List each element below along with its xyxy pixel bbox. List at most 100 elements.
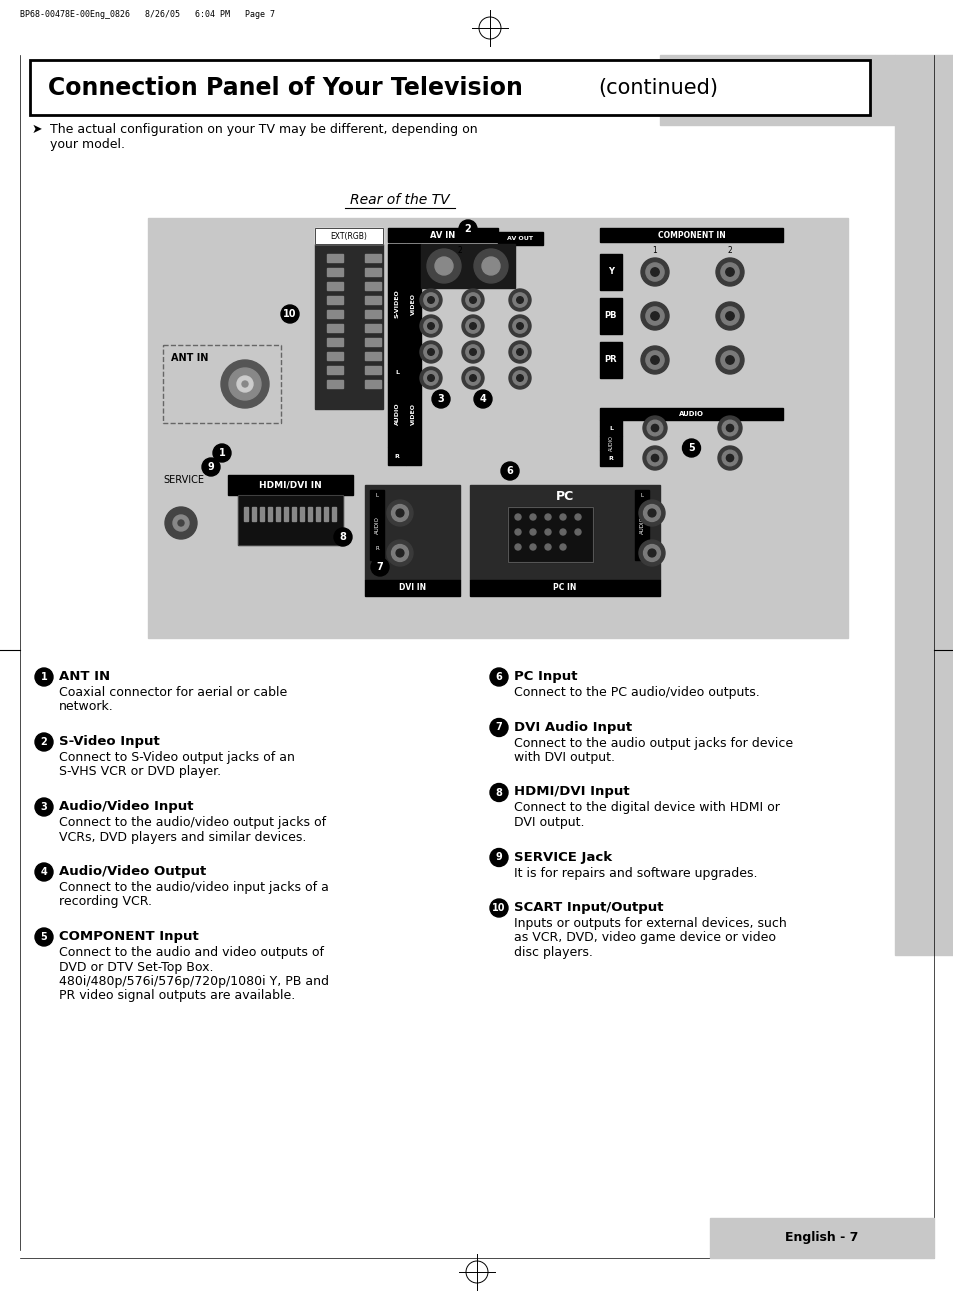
Bar (327, 324, 343, 332)
Circle shape (513, 319, 527, 333)
Text: PR: PR (604, 355, 617, 364)
Circle shape (530, 530, 536, 535)
Text: disc players.: disc players. (514, 946, 592, 959)
Bar (244, 507, 248, 520)
Bar (388, 382, 406, 448)
Bar (284, 507, 288, 520)
Circle shape (517, 323, 523, 329)
Text: with DVI output.: with DVI output. (514, 751, 615, 764)
Text: Connect to the audio/video input jacks of a: Connect to the audio/video input jacks o… (59, 881, 329, 894)
Text: recording VCR.: recording VCR. (59, 895, 152, 908)
Bar (599, 254, 621, 290)
Circle shape (515, 514, 520, 520)
Circle shape (640, 258, 668, 286)
Circle shape (334, 528, 352, 546)
Bar (292, 507, 295, 520)
Circle shape (465, 319, 479, 333)
Circle shape (35, 732, 53, 751)
Text: S-Video Input: S-Video Input (59, 735, 159, 748)
Text: Connect to S-Video output jacks of an: Connect to S-Video output jacks of an (59, 751, 294, 764)
Circle shape (465, 345, 479, 359)
Bar (314, 228, 382, 245)
Text: 4: 4 (479, 394, 486, 405)
Bar (365, 310, 380, 317)
Circle shape (481, 258, 499, 275)
Circle shape (432, 390, 450, 409)
Text: AUDIO: AUDIO (639, 516, 644, 533)
Text: 480i/480p/576i/576p/720p/1080i Y, PB and: 480i/480p/576i/576p/720p/1080i Y, PB and (59, 974, 329, 987)
Bar (659, 55, 894, 125)
Circle shape (575, 530, 580, 535)
Text: as VCR, DVD, video game device or video: as VCR, DVD, video game device or video (514, 932, 775, 945)
Bar (507, 507, 593, 562)
Text: COMPONENT IN: COMPONENT IN (657, 230, 724, 239)
Text: 7: 7 (496, 722, 502, 732)
Bar (315, 507, 319, 520)
Circle shape (559, 514, 565, 520)
Circle shape (35, 798, 53, 816)
Bar (260, 507, 264, 520)
Bar (327, 338, 343, 346)
Text: It is for repairs and software upgrades.: It is for repairs and software upgrades. (514, 866, 757, 879)
Bar (327, 366, 343, 373)
Text: AUDIO: AUDIO (679, 411, 703, 418)
Bar (365, 297, 380, 304)
Bar (709, 1218, 933, 1258)
Text: Connect to the audio and video outputs of: Connect to the audio and video outputs o… (59, 946, 324, 959)
Circle shape (427, 375, 434, 381)
Circle shape (391, 505, 408, 522)
Circle shape (515, 530, 520, 535)
Text: HDMI/DVI IN: HDMI/DVI IN (258, 480, 321, 489)
Circle shape (725, 424, 733, 432)
Circle shape (469, 297, 476, 303)
Text: Connect to the audio output jacks for device: Connect to the audio output jacks for de… (514, 736, 792, 749)
Text: Connect to the digital device with HDMI or: Connect to the digital device with HDMI … (514, 801, 779, 814)
Circle shape (646, 450, 662, 466)
Circle shape (517, 349, 523, 355)
Bar (365, 268, 380, 276)
Text: 10: 10 (283, 310, 296, 319)
Text: 2: 2 (464, 224, 471, 234)
Circle shape (721, 420, 737, 436)
Text: Audio/Video Input: Audio/Video Input (59, 800, 193, 813)
Circle shape (242, 381, 248, 386)
Bar (314, 228, 382, 245)
Circle shape (509, 289, 531, 311)
Text: Connect to the audio/video output jacks of: Connect to the audio/video output jacks … (59, 816, 326, 829)
Bar (599, 298, 621, 334)
Text: S-VHS VCR or DVD player.: S-VHS VCR or DVD player. (59, 765, 221, 778)
Bar (406, 364, 420, 464)
Bar (237, 494, 343, 545)
Circle shape (544, 514, 551, 520)
Text: 2: 2 (727, 246, 732, 255)
Text: AUDIO: AUDIO (608, 435, 613, 451)
Text: 9: 9 (496, 852, 502, 863)
Circle shape (465, 293, 479, 307)
Text: 6: 6 (496, 673, 502, 682)
Bar (268, 507, 272, 520)
Bar (365, 282, 380, 290)
Bar (365, 580, 459, 596)
Text: R: R (395, 454, 399, 458)
Circle shape (645, 307, 663, 325)
Text: SERVICE: SERVICE (163, 475, 204, 485)
Text: VIDEO: VIDEO (410, 403, 416, 425)
Circle shape (490, 783, 507, 801)
Circle shape (650, 355, 659, 364)
Bar (365, 485, 459, 580)
Text: 2: 2 (41, 736, 48, 747)
Bar (327, 353, 343, 360)
Circle shape (725, 355, 734, 364)
Text: L: L (639, 493, 643, 498)
Circle shape (395, 549, 403, 557)
Circle shape (513, 293, 527, 307)
Bar (599, 228, 782, 242)
Circle shape (391, 545, 408, 562)
Bar (327, 254, 343, 262)
Bar (507, 507, 593, 562)
Circle shape (509, 315, 531, 337)
Bar (388, 245, 406, 364)
Text: R: R (639, 546, 643, 552)
Circle shape (720, 307, 739, 325)
Circle shape (725, 268, 734, 276)
